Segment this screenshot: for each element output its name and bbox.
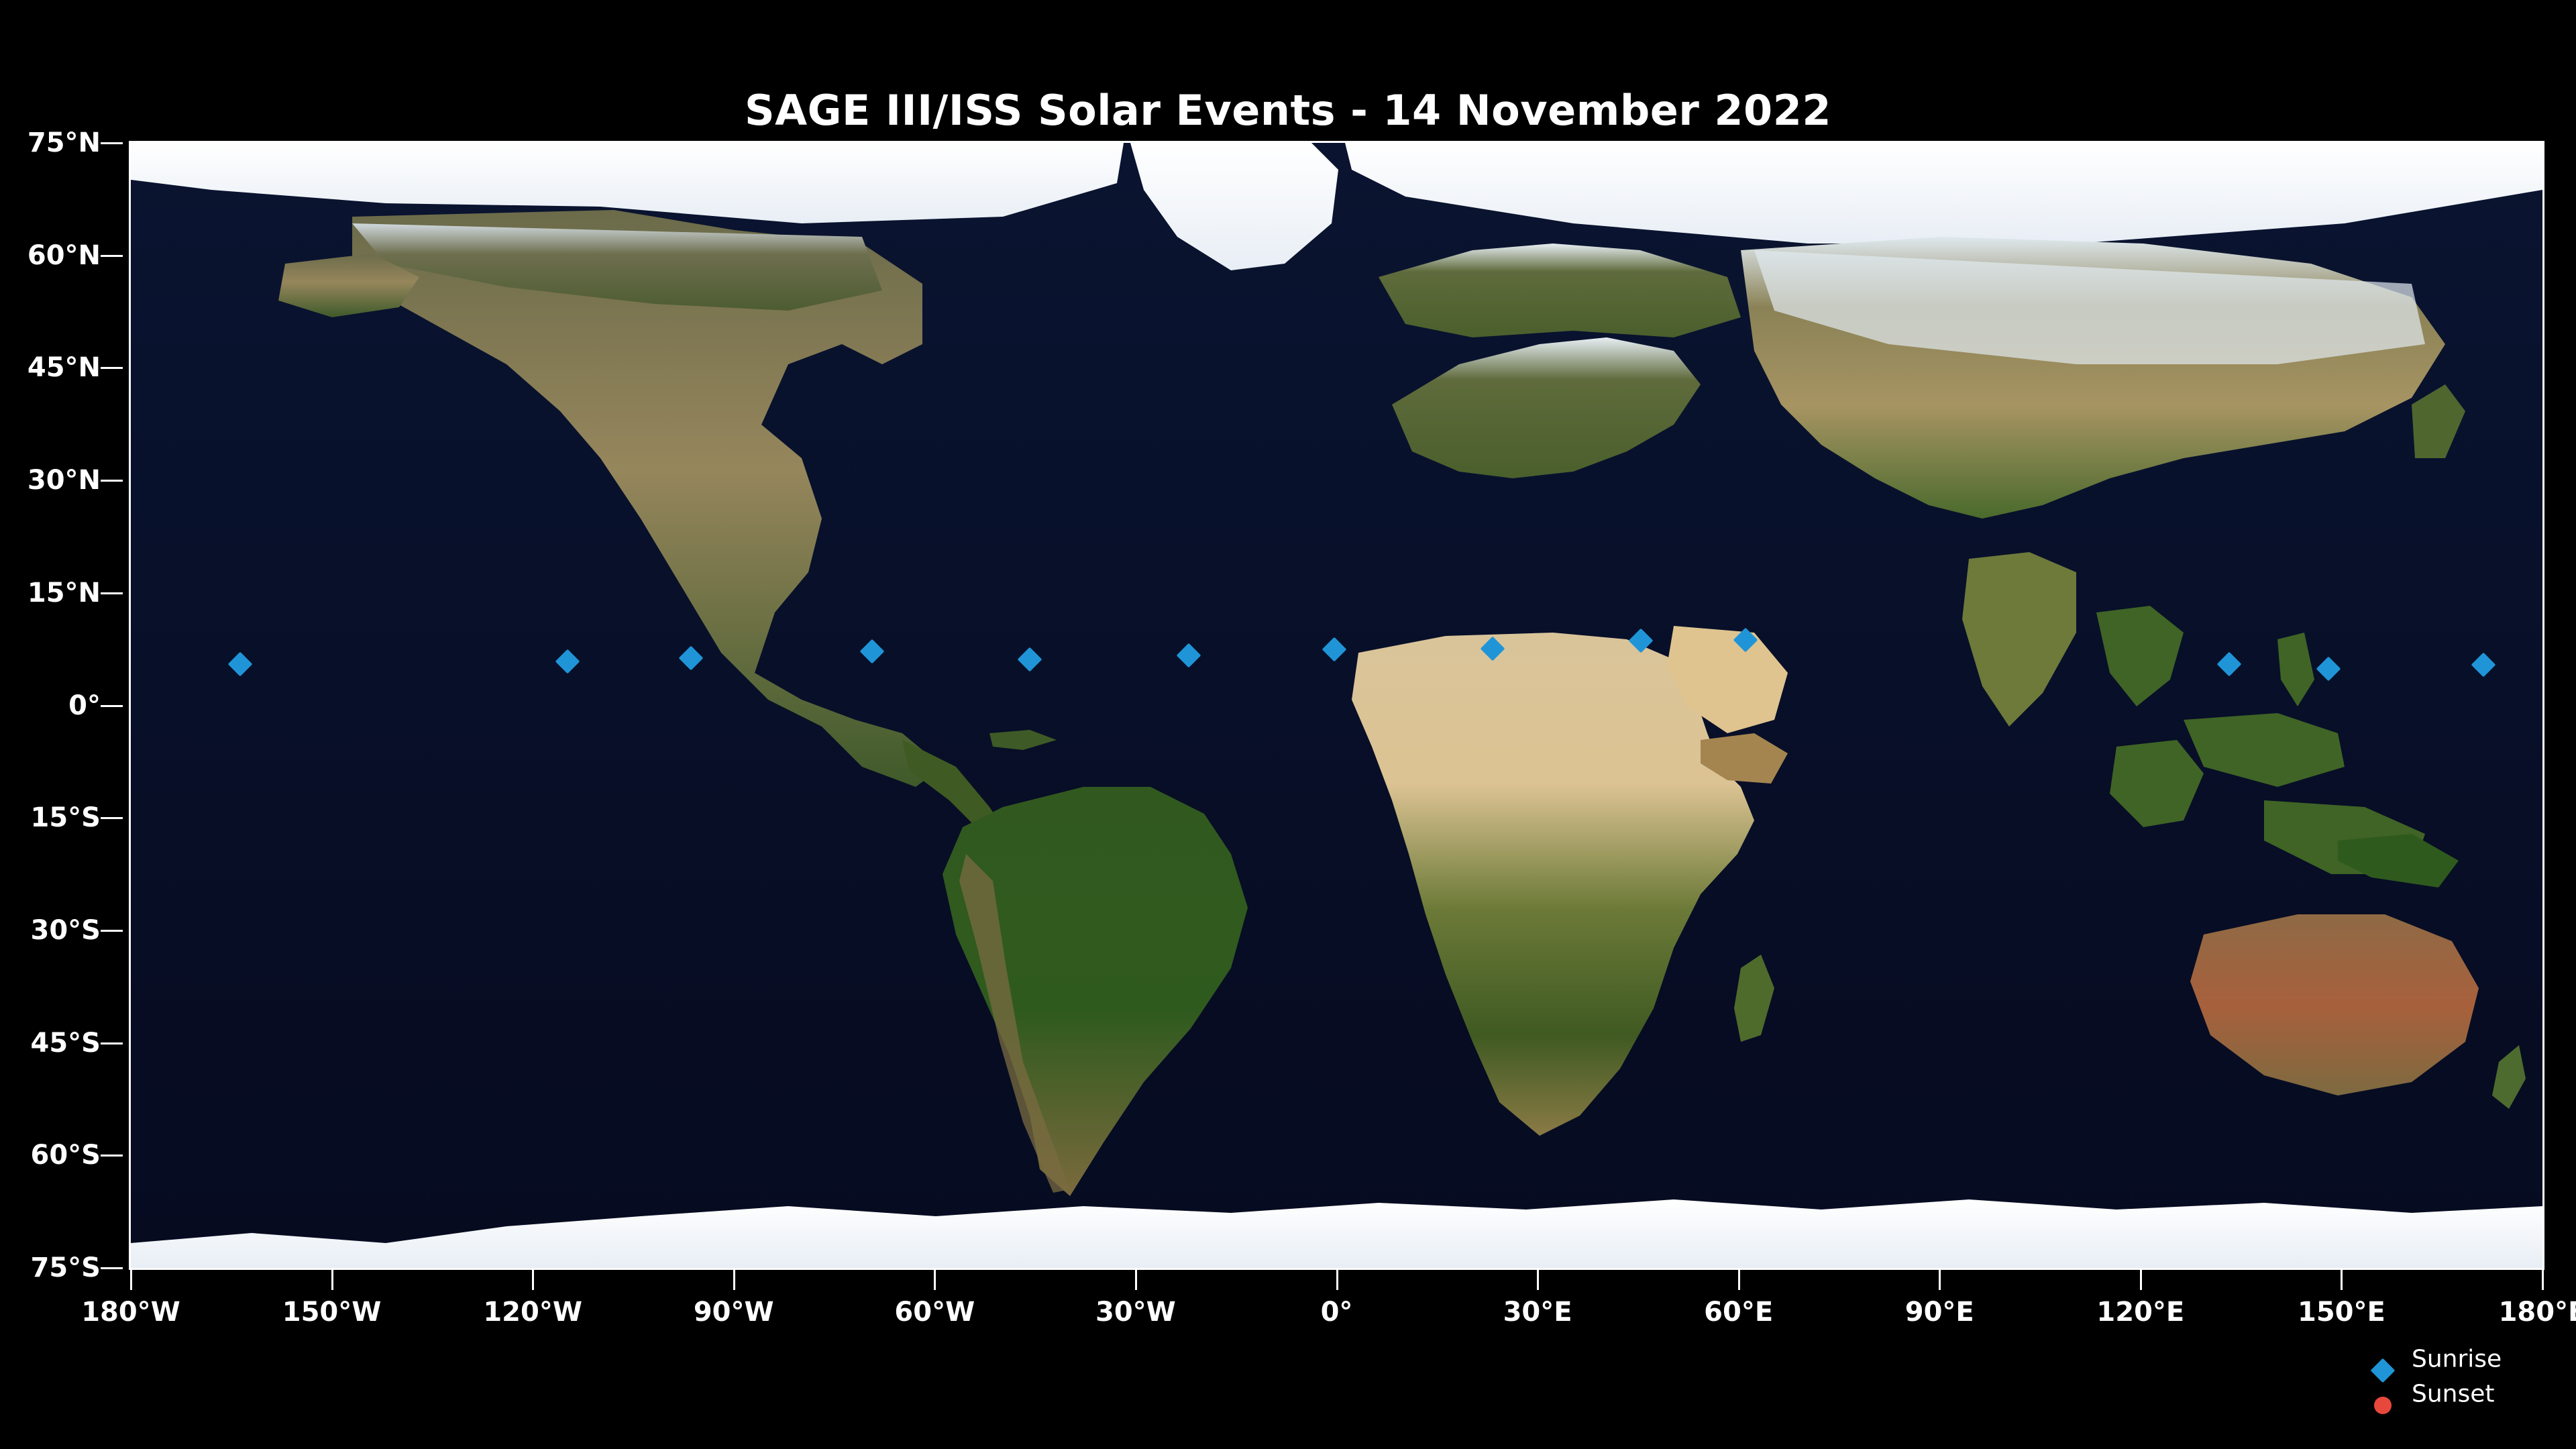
latitude-tick bbox=[101, 142, 123, 144]
latitude-tick-label: 30°N bbox=[27, 465, 101, 496]
legend-label-sunrise: Sunrise bbox=[2412, 1345, 2502, 1373]
latitude-tick bbox=[101, 1267, 123, 1269]
longitude-tick-label: 90°W bbox=[693, 1297, 774, 1328]
longitude-tick-label: 150°E bbox=[2297, 1297, 2385, 1328]
longitude-tick-label: 60°E bbox=[1704, 1297, 1774, 1328]
latitude-tick-label: 30°S bbox=[30, 914, 101, 946]
longitude-tick-label: 30°E bbox=[1503, 1297, 1572, 1328]
latitude-tick bbox=[101, 592, 123, 594]
latitude-tick bbox=[101, 817, 123, 820]
continents-layer bbox=[131, 143, 2542, 1268]
latitude-tick-label: 60°S bbox=[30, 1140, 101, 1171]
latitude-tick-label: 60°N bbox=[27, 239, 101, 271]
latitude-tick-label: 0° bbox=[68, 690, 101, 721]
longitude-tick bbox=[2341, 1268, 2343, 1290]
latitude-tick bbox=[101, 704, 123, 707]
longitude-tick bbox=[532, 1268, 535, 1290]
longitude-tick bbox=[2139, 1268, 2142, 1290]
latitude-tick-label: 75°N bbox=[27, 127, 101, 158]
longitude-tick-label: 180°W bbox=[81, 1297, 180, 1328]
legend: Sunrise Sunset bbox=[2351, 1342, 2566, 1422]
longitude-tick bbox=[1737, 1268, 1740, 1290]
legend-label-sunset: Sunset bbox=[2412, 1380, 2495, 1408]
latitude-tick-label: 15°S bbox=[30, 802, 101, 834]
longitude-tick-label: 60°W bbox=[894, 1297, 975, 1328]
longitude-tick bbox=[934, 1268, 936, 1290]
latitude-tick-label: 75°S bbox=[30, 1252, 101, 1283]
longitude-tick-label: 0° bbox=[1320, 1297, 1353, 1328]
latitude-tick-label: 45°N bbox=[27, 352, 101, 384]
longitude-tick-label: 120°E bbox=[2096, 1297, 2185, 1328]
longitude-tick-label: 150°W bbox=[282, 1297, 382, 1328]
latitude-tick-label: 15°N bbox=[27, 577, 101, 608]
latitude-tick bbox=[101, 929, 123, 932]
longitude-tick bbox=[130, 1268, 132, 1290]
latitude-tick bbox=[101, 1155, 123, 1157]
longitude-tick bbox=[733, 1268, 735, 1290]
legend-item-sunset[interactable]: Sunset bbox=[2351, 1377, 2566, 1414]
longitude-tick bbox=[1939, 1268, 1941, 1290]
longitude-tick bbox=[331, 1268, 333, 1290]
map-plot-area bbox=[131, 143, 2542, 1268]
latitude-tick bbox=[101, 480, 123, 482]
longitude-tick bbox=[1537, 1268, 1540, 1290]
longitude-tick bbox=[2542, 1268, 2544, 1290]
longitude-tick bbox=[1134, 1268, 1137, 1290]
longitude-tick-label: 90°E bbox=[1904, 1297, 1974, 1328]
longitude-tick-label: 180°E bbox=[2498, 1297, 2576, 1328]
page-title: SAGE III/ISS Solar Events - 14 November … bbox=[745, 86, 1831, 135]
latitude-tick bbox=[101, 254, 123, 257]
longitude-tick bbox=[1336, 1268, 1338, 1290]
longitude-tick-label: 120°W bbox=[483, 1297, 582, 1328]
legend-item-sunrise[interactable]: Sunrise bbox=[2351, 1342, 2566, 1383]
latitude-tick bbox=[101, 367, 123, 370]
latitude-tick bbox=[101, 1042, 123, 1044]
latitude-tick-label: 45°S bbox=[30, 1027, 101, 1059]
circle-marker-icon bbox=[2371, 1394, 2394, 1417]
longitude-tick-label: 30°W bbox=[1095, 1297, 1176, 1328]
